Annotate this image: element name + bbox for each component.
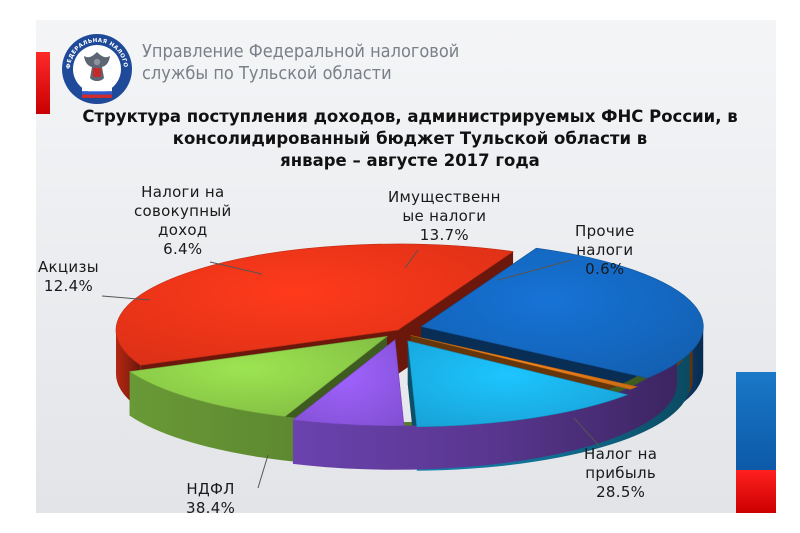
label-property-pct: 13.7% xyxy=(419,226,469,244)
label-excise-name: Акцизы xyxy=(38,258,99,276)
leader-line-excise xyxy=(101,295,151,301)
label-property-name-2: ые налоги xyxy=(402,207,487,225)
label-property-name-1: Имущественн xyxy=(388,188,501,206)
organization-name-line-2: службы по Тульской области xyxy=(142,63,392,84)
slice-profit xyxy=(420,247,704,379)
label-excise-pct: 12.4% xyxy=(43,277,94,295)
leader-line-property xyxy=(404,249,419,269)
label-simplified-pct: 6.4% xyxy=(163,240,203,258)
label-profit-pct: 28.5% xyxy=(596,483,646,501)
slice-simplified-outer-wall xyxy=(292,339,677,470)
chart-title: Структура поступления доходов, администр… xyxy=(60,106,760,172)
label-profit-name-2: прибыль xyxy=(585,464,656,482)
label-property: Имущественн ые налоги 13.7% xyxy=(388,188,501,245)
slice-other xyxy=(410,335,638,390)
leader-line-ndfl xyxy=(257,454,269,489)
label-simplified-name-3: доход xyxy=(158,221,208,239)
slice-simplified xyxy=(292,339,405,427)
label-other-name-2: налоги xyxy=(576,241,634,259)
chart-title-line-3: январе – августе 2017 года xyxy=(280,151,540,170)
accent-bar-right-red xyxy=(736,470,776,513)
leader-lines xyxy=(101,249,601,489)
chart-title-line-2: консолидированный бюджет Тульской област… xyxy=(172,129,648,148)
label-profit: Налог на прибыль 28.5% xyxy=(584,445,657,502)
label-simplified-name-1: Налоги на xyxy=(141,183,225,201)
label-simplified: Налоги на совокупный доход 6.4% xyxy=(134,183,232,259)
label-excise: Акцизы 12.4% xyxy=(38,258,99,296)
fns-emblem-logo: ФЕДЕРАЛЬНАЯ НАЛОГОВАЯ СЛУЖБА xyxy=(60,32,132,104)
slice-excise xyxy=(128,335,389,417)
label-profit-name-1: Налог на xyxy=(584,445,658,463)
chart-title-line-1: Структура поступления доходов, администр… xyxy=(82,107,738,126)
slice-ndfl xyxy=(115,243,514,366)
pie-top-faces xyxy=(115,243,704,428)
label-other: Прочие налоги 0.6% xyxy=(575,222,635,279)
organization-name: Управление Федеральной налоговой службы … xyxy=(142,41,459,85)
label-ndfl-pct: 38.4% xyxy=(186,499,236,517)
leader-line-other xyxy=(497,259,573,281)
label-ndfl: НДФЛ 38.4% xyxy=(186,480,235,518)
label-ndfl-name: НДФЛ xyxy=(186,480,235,498)
accent-bar-right-blue xyxy=(736,372,776,470)
slice-property xyxy=(407,340,629,428)
leader-line-simplified xyxy=(209,261,263,275)
organization-name-line-1: Управление Федеральной налоговой xyxy=(142,41,460,62)
label-simplified-name-2: совокупный xyxy=(134,202,232,220)
leader-line-profit xyxy=(573,417,601,448)
accent-bar-left xyxy=(36,52,50,114)
label-other-name-1: Прочие xyxy=(575,222,635,240)
label-other-pct: 0.6% xyxy=(585,260,625,278)
